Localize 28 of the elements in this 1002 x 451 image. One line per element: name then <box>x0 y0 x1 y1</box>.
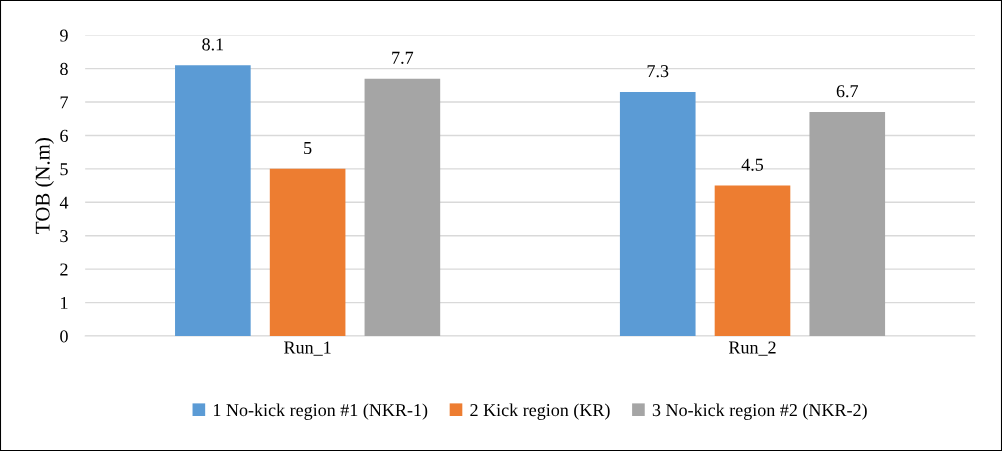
bar <box>714 185 791 336</box>
x-tick-label: Run_2 <box>728 341 776 356</box>
bar <box>364 78 441 336</box>
y-tick-label: 0 <box>60 330 68 343</box>
y-tick-label: 2 <box>60 263 68 276</box>
data-label: 7.3 <box>647 65 669 78</box>
data-label: 5 <box>304 142 312 155</box>
legend-label: 2 Kick region (KR) <box>470 403 610 420</box>
x-tick-label: Run_1 <box>284 341 331 356</box>
y-tick-label: 4 <box>59 196 69 209</box>
data-label: 8.1 <box>202 38 224 51</box>
bar <box>809 112 886 336</box>
y-tick-label: 9 <box>60 29 68 42</box>
bar <box>619 92 696 336</box>
legend-label: 1 No-kick region #1 (NKR-1) <box>213 403 428 420</box>
y-tick-label: 1 <box>61 296 68 309</box>
bar <box>269 168 346 336</box>
bar <box>175 65 251 336</box>
y-tick-label: 6 <box>60 129 68 142</box>
data-label: 7.7 <box>392 51 414 64</box>
y-axis-title: TOB (N.m) <box>35 138 54 234</box>
data-label: 6.7 <box>836 85 859 98</box>
data-label: 4.5 <box>741 158 764 171</box>
y-tick-label: 7 <box>60 96 68 109</box>
y-tick-label: 3 <box>60 230 68 243</box>
y-tick-label: 5 <box>60 163 68 176</box>
y-tick-label: 8 <box>60 62 68 76</box>
legend-label: 3 No-kick region #2 (NKR-2) <box>652 403 867 420</box>
